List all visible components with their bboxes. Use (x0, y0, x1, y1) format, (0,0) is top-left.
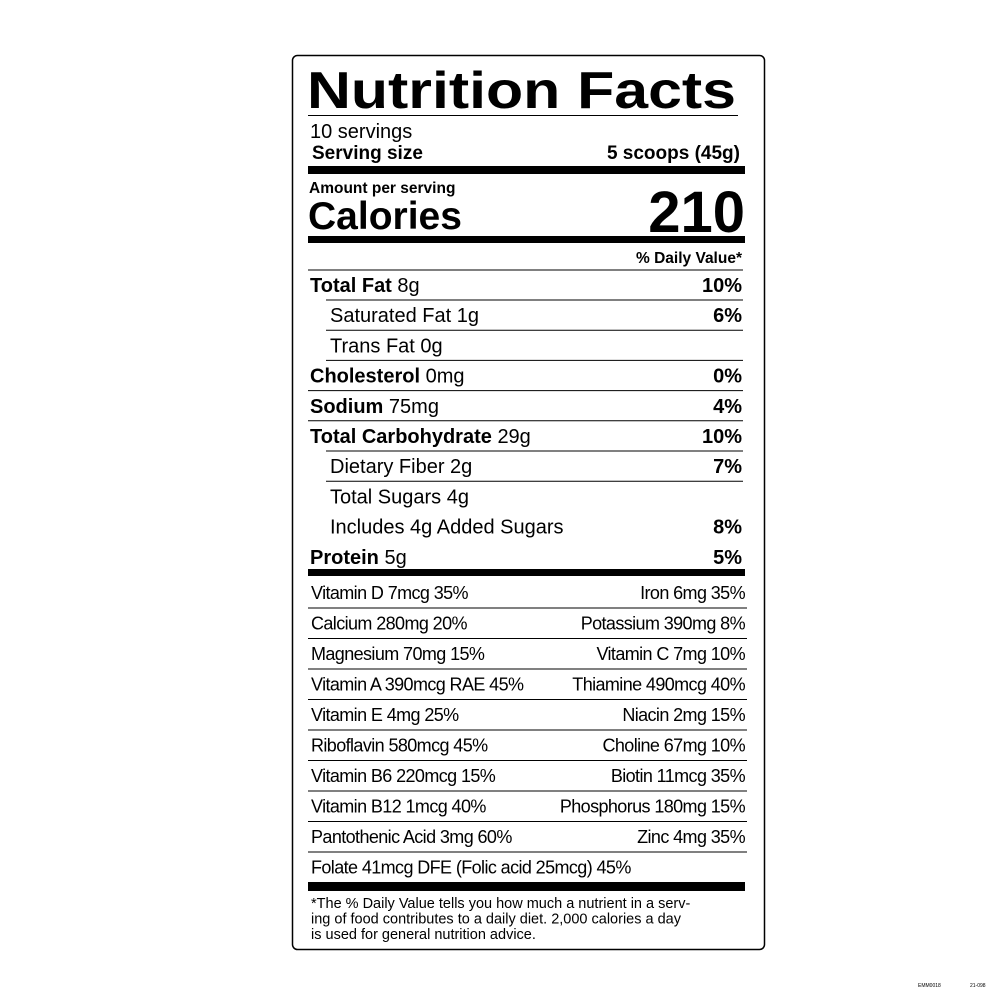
nutrient: Trans Fat 0g (330, 335, 443, 357)
vitamin: Iron 6mg 35% (640, 583, 745, 603)
nutrient: Saturated Fat 1g (330, 305, 479, 327)
vitamin: Riboflavin 580mcg 45% (311, 736, 488, 756)
nutrient-dv: 7% (713, 456, 742, 478)
serving-size-label: Serving size (312, 143, 423, 164)
nutrient-name: Total Sugars (330, 486, 441, 508)
nutrient: Includes 4g Added Sugars (330, 517, 564, 539)
vitamin: Calcium 280mg 20% (311, 614, 467, 634)
nutrient: Total Carbohydrate 29g (310, 426, 531, 448)
vitamin: Potassium 390mg 8% (581, 614, 746, 634)
vitamin: Niacin 2mg 15% (622, 705, 745, 725)
nutrient: Total Sugars 4g (330, 486, 469, 508)
nutrient-amount: 4g (447, 486, 469, 508)
nutrient-dv: 10% (702, 275, 742, 297)
vitamin: Zinc 4mg 35% (637, 827, 745, 847)
nutrient-dv: 4% (713, 396, 742, 418)
nutrient-name: Total Carbohydrate (310, 426, 492, 448)
vitamin: Biotin 11mcg 35% (611, 766, 746, 786)
nutrient-dv: 5% (713, 547, 742, 569)
nutrient-amount: 29g (497, 426, 530, 448)
vitamin: Pantothenic Acid 3mg 60% (311, 827, 512, 847)
vitamin: Phosphorus 180mg 15% (560, 797, 746, 817)
nutrient: Protein 5g (310, 547, 407, 569)
nutrient-name: Sodium (310, 396, 383, 418)
nutrient-name: Dietary Fiber (330, 456, 445, 478)
thick-bar (308, 569, 745, 576)
vitamin: Vitamin C 7mg 10% (596, 644, 745, 664)
nutrient-amount: 1g (457, 305, 479, 327)
footnote: ing of food contributes to a daily diet.… (311, 912, 682, 928)
vitamin: Vitamin E 4mg 25% (311, 705, 459, 725)
vitamin: Vitamin B12 1mcg 40% (311, 797, 486, 817)
nutrient-name: Cholesterol (310, 366, 420, 388)
thick-bar (308, 166, 745, 174)
vitamin: Thiamine 490mcg 40% (572, 675, 745, 695)
vitamin: Magnesium 70mg 15% (311, 644, 485, 664)
nutrient: Sodium 75mg (310, 396, 439, 418)
nutrient: Cholesterol 0mg (310, 366, 465, 388)
nutrient: Total Fat 8g (310, 275, 420, 297)
serving-size-value: 5 scoops (45g) (607, 143, 740, 164)
nutrient: Dietary Fiber 2g (330, 456, 472, 478)
code: 21-098 (970, 983, 986, 989)
footnote: is used for general nutrition advice. (311, 927, 536, 943)
vitamin: Vitamin B6 220mcg 15% (311, 766, 496, 786)
nutrient-dv: 10% (702, 426, 742, 448)
amount-per-serving: Amount per serving (309, 180, 455, 197)
nutrient-name: Trans Fat (330, 335, 415, 357)
footnote: *The % Daily Value tells you how much a … (311, 896, 690, 912)
servings: 10 servings (310, 121, 412, 143)
nutrient-name: Total Fat (310, 275, 392, 297)
nutrient-name: Saturated Fat (330, 305, 452, 327)
calories-label: Calories (308, 195, 462, 238)
title: Nutrition Facts (307, 62, 736, 120)
nutrient-amount: 75mg (389, 396, 439, 418)
nutrient-dv: 0% (713, 366, 742, 388)
nutrient-amount: 0g (420, 335, 442, 357)
code: EMM0018 (918, 983, 941, 989)
vitamin: Vitamin A 390mcg RAE 45% (311, 675, 524, 695)
dv-header: % Daily Value* (636, 250, 743, 267)
label-border (291, 54, 766, 951)
nutrient-amount: 2g (450, 456, 472, 478)
thick-bar (308, 236, 745, 243)
nutrient-amount: 8g (397, 275, 419, 297)
vitamin: Vitamin D 7mcg 35% (311, 583, 469, 603)
vitamin: Folate 41mcg DFE (Folic acid 25mcg) 45% (311, 858, 631, 878)
calories-value: 210 (648, 180, 745, 245)
vitamin: Choline 67mg 10% (603, 736, 746, 756)
nutrient-amount: 5g (384, 547, 406, 569)
nutrient-name: Includes 4g Added Sugars (330, 517, 564, 539)
nutrient-amount: 0mg (426, 366, 465, 388)
nutrient-name: Protein (310, 547, 379, 569)
thick-bar (308, 882, 745, 891)
nutrient-dv: 6% (713, 305, 742, 327)
nutrient-dv: 8% (713, 517, 742, 539)
